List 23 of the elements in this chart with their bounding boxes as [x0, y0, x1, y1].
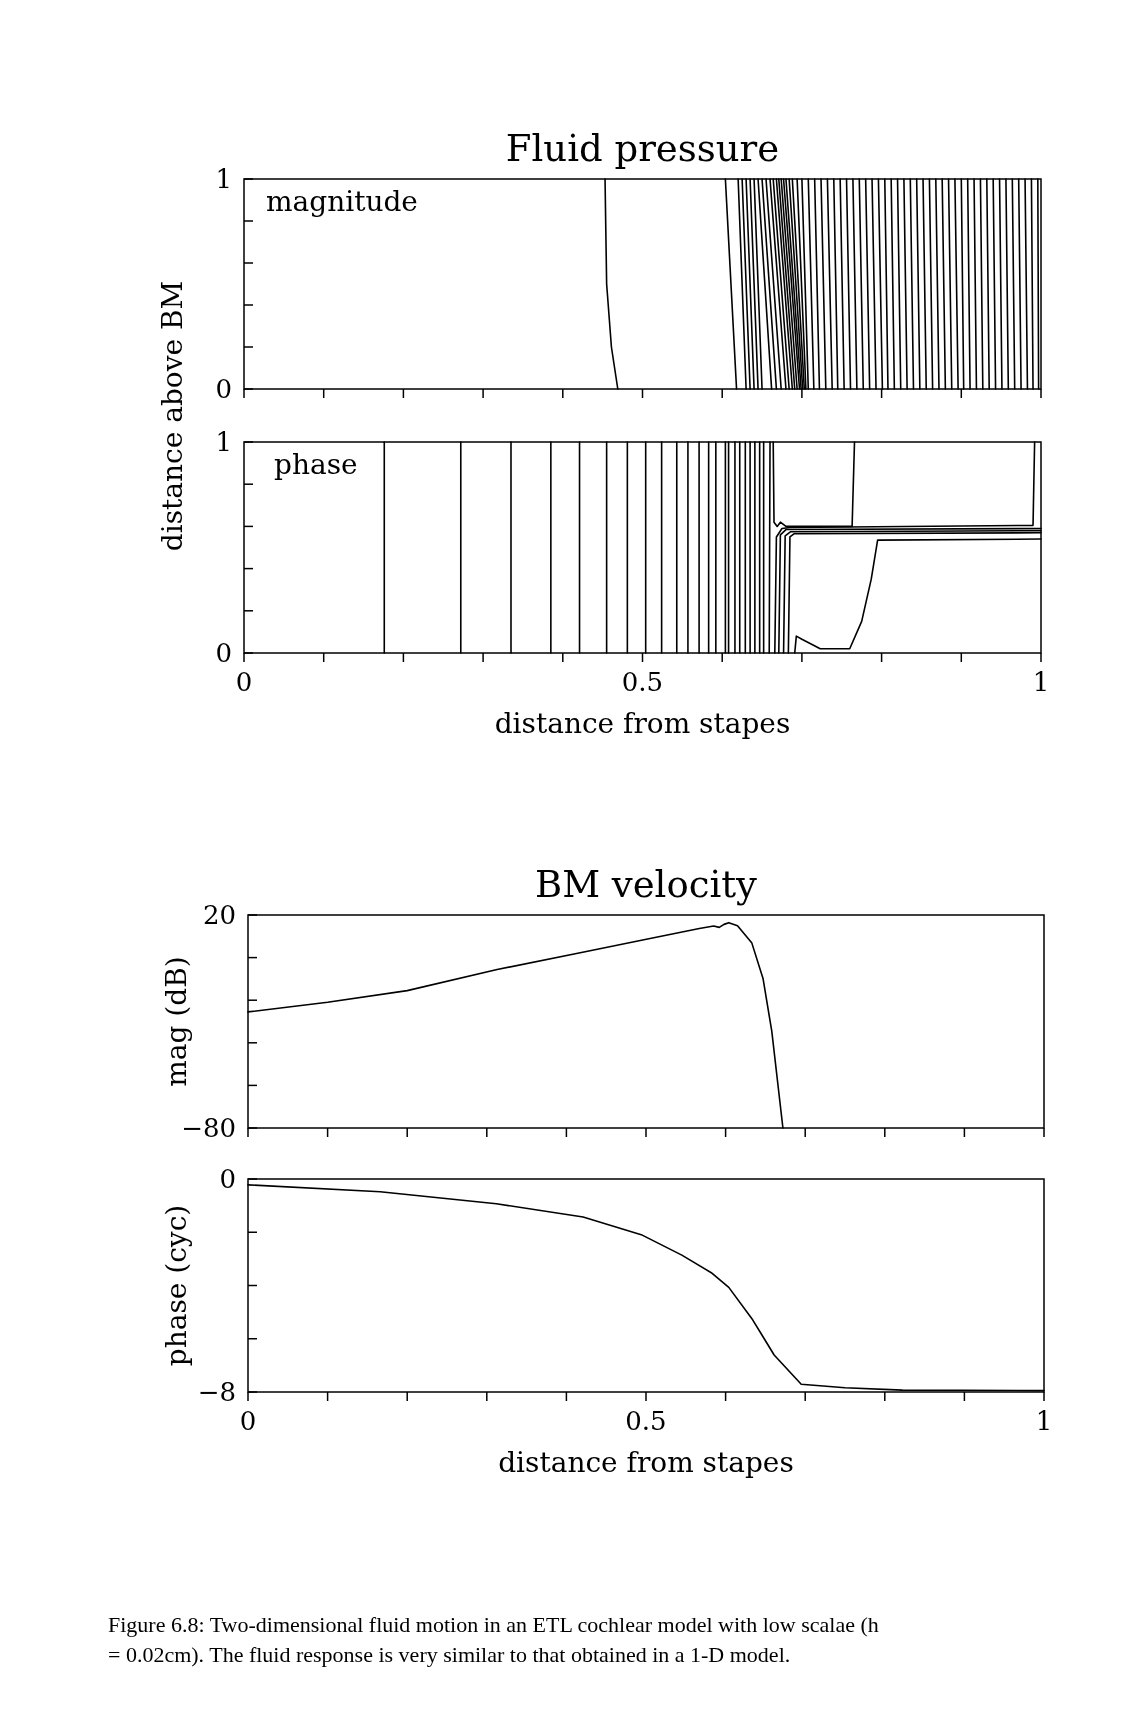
- x-tick-label: 0: [239, 1406, 257, 1436]
- annotation: phase: [274, 448, 358, 481]
- chart-title: Fluid pressure: [505, 127, 780, 170]
- y-tick-label: 1: [215, 427, 232, 457]
- y-axis-title: mag (dB): [160, 956, 193, 1087]
- x-tick-label: 0.5: [621, 667, 664, 697]
- annotation: magnitude: [266, 185, 418, 218]
- y-axis-title: distance above BM: [156, 280, 189, 552]
- y-tick-label: −80: [181, 1113, 236, 1143]
- caption: Figure 6.8: Two-dimensional fluid motion in an ETL cochlear model with low scalae (h = 0.02cm). The fluid response is very similar to that obtained in a 1-D model.: [108, 1612, 879, 1667]
- y-tick-label: 0: [215, 638, 232, 668]
- y-tick-label: 1: [215, 164, 232, 194]
- x-tick-label: 1: [1032, 667, 1050, 697]
- y-tick-label: 20: [202, 900, 236, 930]
- y-tick-label: −8: [197, 1377, 236, 1407]
- y-tick-label: 0: [219, 1164, 236, 1194]
- y-axis-title: phase (cyc): [160, 1204, 193, 1367]
- x-tick-label: 1: [1035, 1406, 1053, 1436]
- chart-title: BM velocity: [534, 863, 758, 906]
- x-tick-label: 0.5: [625, 1406, 667, 1436]
- y-tick-label: 0: [215, 374, 232, 404]
- x-axis-title: distance from stapes: [498, 1446, 794, 1479]
- x-axis-title: distance from stapes: [494, 707, 791, 740]
